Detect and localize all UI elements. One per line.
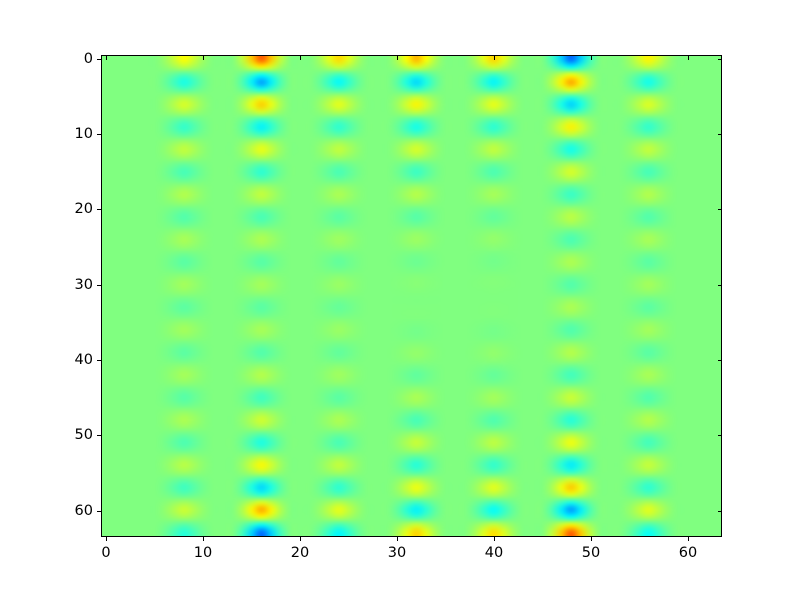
y-tick-mark	[97, 209, 101, 210]
x-tick-mark-top	[106, 56, 107, 60]
x-tick-mark-top	[300, 56, 301, 60]
y-tick-label: 30	[74, 276, 93, 293]
y-tick-mark	[97, 511, 101, 512]
x-tick-label: 30	[387, 545, 407, 561]
y-tick-label: 10	[74, 125, 93, 142]
x-tick-label: 60	[678, 545, 698, 561]
x-tick-label: 40	[484, 545, 504, 561]
heatmap-image	[102, 56, 721, 536]
y-tick-mark-right	[718, 134, 722, 135]
y-tick-mark-right	[718, 435, 722, 436]
y-tick-mark	[97, 134, 101, 135]
y-tick-mark-right	[718, 360, 722, 361]
x-tick-label: 20	[290, 545, 310, 561]
y-tick-label: 0	[83, 50, 93, 67]
x-tick-mark-top	[494, 56, 495, 60]
y-tick-mark	[97, 285, 101, 286]
x-tick-label: 50	[581, 545, 601, 561]
y-tick-label: 40	[74, 351, 93, 368]
x-tick-mark	[106, 537, 107, 541]
y-tick-label: 50	[74, 426, 93, 443]
y-tick-mark-right	[718, 511, 722, 512]
x-tick-mark	[591, 537, 592, 541]
x-tick-mark-top	[203, 56, 204, 60]
x-tick-label: 0	[101, 545, 111, 561]
x-tick-mark	[688, 537, 689, 541]
x-tick-mark	[300, 537, 301, 541]
x-tick-mark	[494, 537, 495, 541]
y-tick-mark	[97, 360, 101, 361]
x-tick-mark	[397, 537, 398, 541]
y-tick-mark-right	[718, 209, 722, 210]
x-tick-mark-top	[397, 56, 398, 60]
y-tick-mark-right	[718, 285, 722, 286]
y-tick-mark	[97, 435, 101, 436]
x-tick-label: 10	[193, 545, 213, 561]
heatmap-axes[interactable]	[101, 55, 722, 537]
y-tick-label: 20	[74, 200, 93, 217]
x-tick-mark-top	[591, 56, 592, 60]
y-tick-mark	[97, 59, 101, 60]
y-tick-label: 60	[74, 502, 93, 519]
x-tick-mark-top	[688, 56, 689, 60]
y-tick-mark-right	[718, 59, 722, 60]
x-tick-mark	[203, 537, 204, 541]
